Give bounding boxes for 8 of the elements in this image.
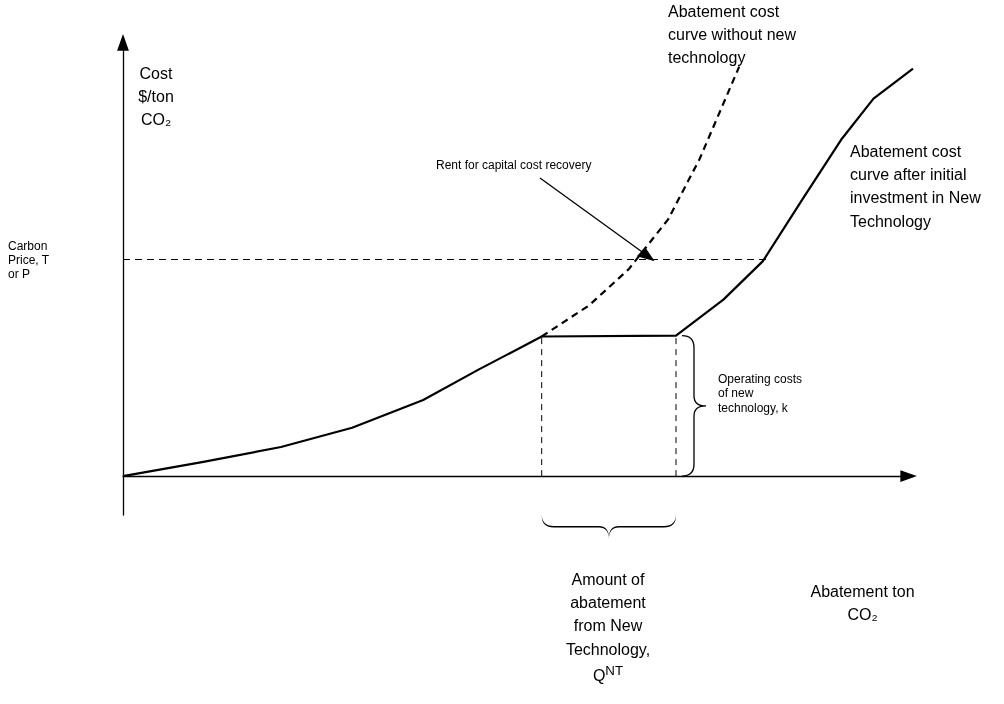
annotation: Rent for capital cost recovery [436,158,593,173]
annotation: Abatement cost curve after initial investment in New Technology [850,142,982,232]
text: Abatement cost curve without new technology [668,2,798,69]
text: Abatement ton CO₂ [809,582,916,626]
text: Amount of abatement from New Technology, Q$^{NT}$ [564,570,652,687]
ref-line-label: Carbon Price, T or P [8,238,53,281]
annotation: Operating costs of new technology, k [718,372,804,416]
y-axis-title: Cost $/ton CO₂ [137,64,175,131]
